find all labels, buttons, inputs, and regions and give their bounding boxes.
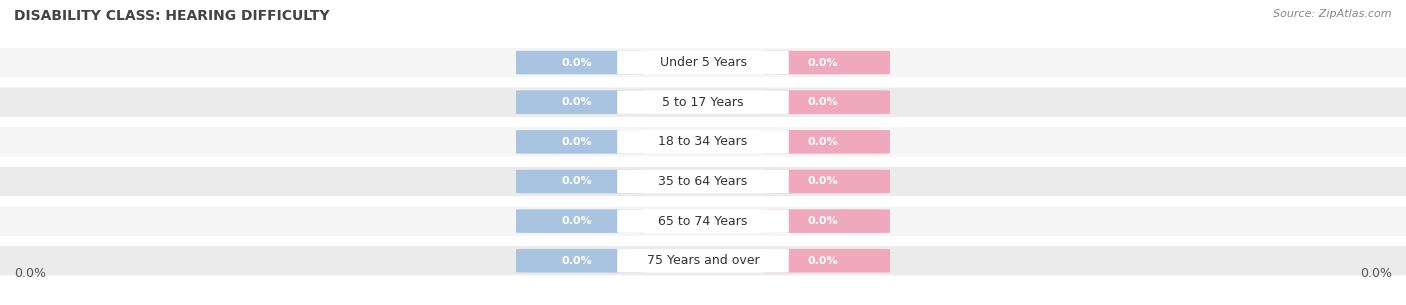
Text: 0.0%: 0.0% bbox=[561, 177, 592, 186]
Text: 0.0%: 0.0% bbox=[807, 137, 838, 147]
Text: 0.0%: 0.0% bbox=[807, 177, 838, 186]
Text: 0.0%: 0.0% bbox=[561, 137, 592, 147]
Text: DISABILITY CLASS: HEARING DIFFICULTY: DISABILITY CLASS: HEARING DIFFICULTY bbox=[14, 9, 329, 23]
FancyBboxPatch shape bbox=[617, 210, 789, 233]
Text: 0.0%: 0.0% bbox=[807, 216, 838, 226]
FancyBboxPatch shape bbox=[0, 48, 1406, 77]
Text: 0.0%: 0.0% bbox=[14, 267, 46, 280]
Text: 75 Years and over: 75 Years and over bbox=[647, 254, 759, 267]
FancyBboxPatch shape bbox=[617, 91, 789, 114]
Legend: Male, Female: Male, Female bbox=[633, 304, 773, 305]
FancyBboxPatch shape bbox=[516, 51, 644, 74]
Text: 0.0%: 0.0% bbox=[561, 216, 592, 226]
Text: 0.0%: 0.0% bbox=[561, 256, 592, 266]
Text: 0.0%: 0.0% bbox=[561, 58, 592, 67]
FancyBboxPatch shape bbox=[516, 90, 644, 114]
FancyBboxPatch shape bbox=[617, 130, 789, 153]
Text: 65 to 74 Years: 65 to 74 Years bbox=[658, 215, 748, 228]
Text: 0.0%: 0.0% bbox=[807, 58, 838, 67]
Text: 18 to 34 Years: 18 to 34 Years bbox=[658, 135, 748, 148]
FancyBboxPatch shape bbox=[617, 249, 789, 272]
FancyBboxPatch shape bbox=[617, 51, 789, 74]
FancyBboxPatch shape bbox=[762, 51, 890, 74]
FancyBboxPatch shape bbox=[516, 209, 644, 233]
Text: 5 to 17 Years: 5 to 17 Years bbox=[662, 96, 744, 109]
FancyBboxPatch shape bbox=[0, 88, 1406, 117]
FancyBboxPatch shape bbox=[762, 90, 890, 114]
FancyBboxPatch shape bbox=[516, 170, 644, 193]
FancyBboxPatch shape bbox=[516, 249, 644, 273]
FancyBboxPatch shape bbox=[762, 209, 890, 233]
FancyBboxPatch shape bbox=[0, 206, 1406, 236]
FancyBboxPatch shape bbox=[762, 130, 890, 154]
FancyBboxPatch shape bbox=[0, 167, 1406, 196]
Text: 0.0%: 0.0% bbox=[807, 97, 838, 107]
FancyBboxPatch shape bbox=[762, 170, 890, 193]
Text: Source: ZipAtlas.com: Source: ZipAtlas.com bbox=[1274, 9, 1392, 19]
Text: 0.0%: 0.0% bbox=[807, 256, 838, 266]
FancyBboxPatch shape bbox=[516, 130, 644, 154]
FancyBboxPatch shape bbox=[0, 246, 1406, 275]
FancyBboxPatch shape bbox=[0, 127, 1406, 156]
FancyBboxPatch shape bbox=[617, 170, 789, 193]
Text: 0.0%: 0.0% bbox=[561, 97, 592, 107]
Text: 0.0%: 0.0% bbox=[1360, 267, 1392, 280]
FancyBboxPatch shape bbox=[762, 249, 890, 273]
Text: Under 5 Years: Under 5 Years bbox=[659, 56, 747, 69]
Text: 35 to 64 Years: 35 to 64 Years bbox=[658, 175, 748, 188]
